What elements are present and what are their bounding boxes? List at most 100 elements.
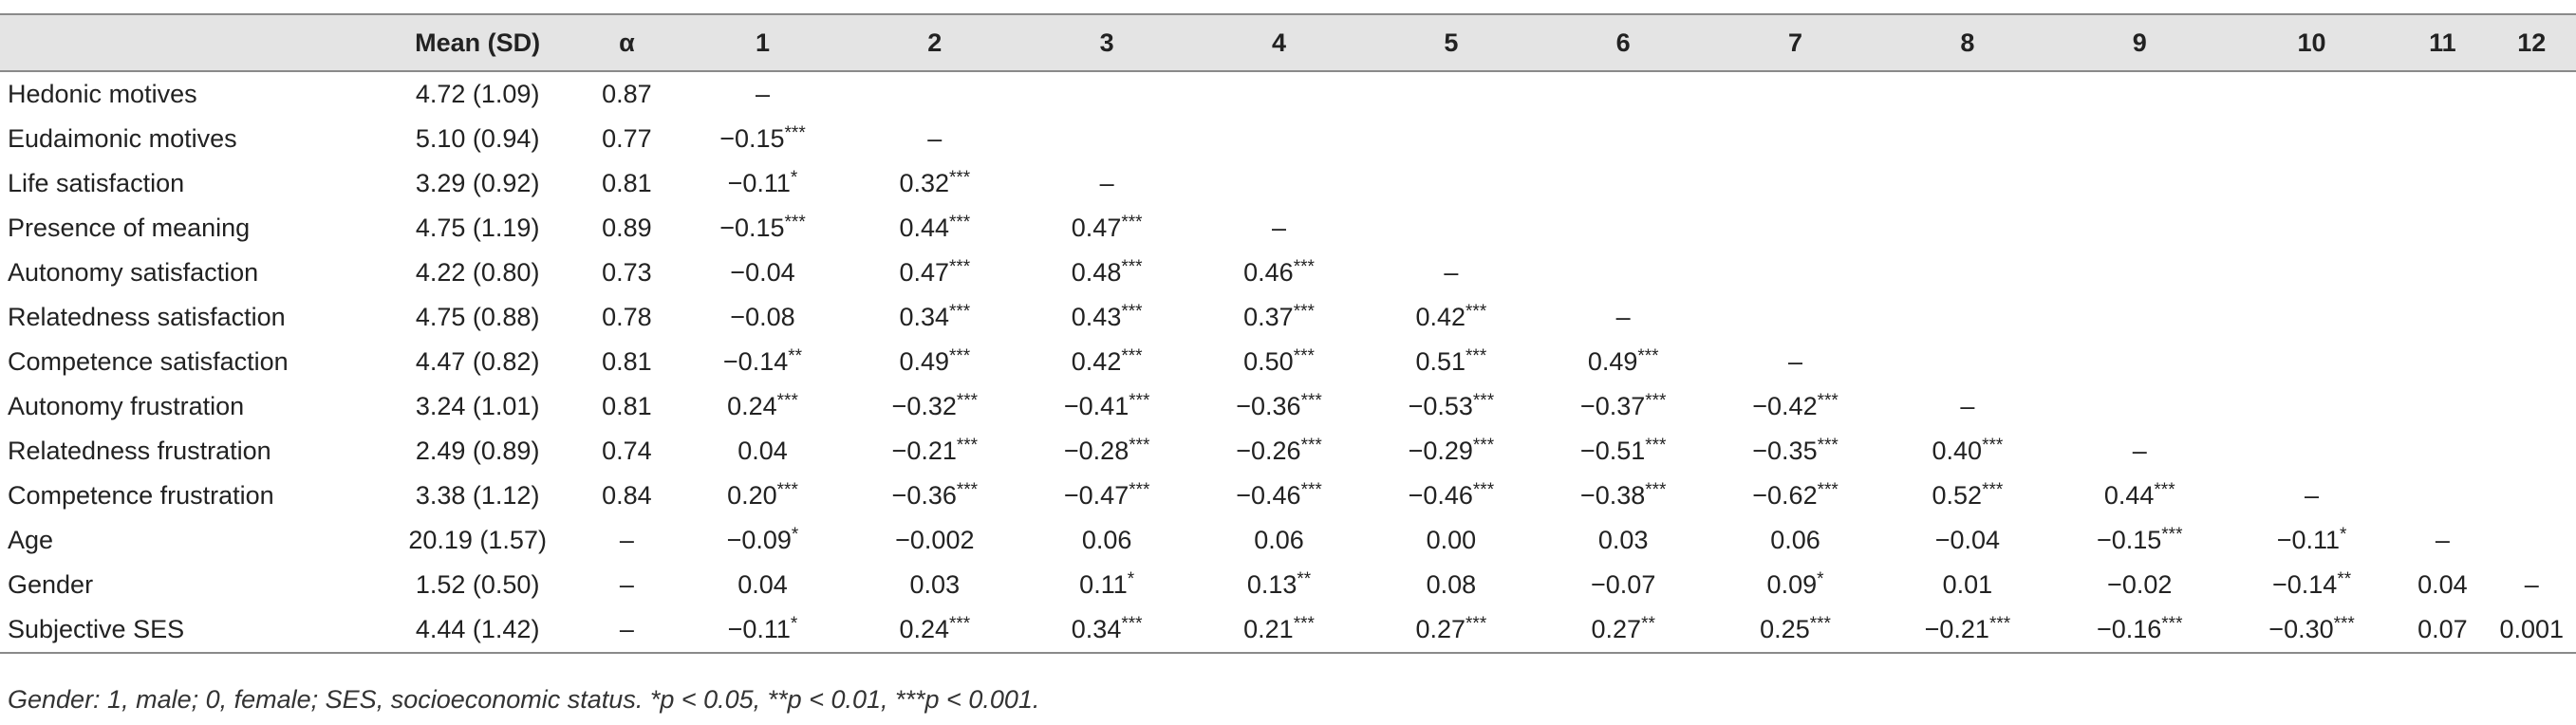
correlation-cell (1881, 161, 2053, 206)
correlation-cell (2488, 429, 2576, 474)
significance-marker: *** (956, 436, 979, 455)
correlation-cell: – (927, 124, 943, 153)
correlation-cell: −0.46*** (1408, 480, 1495, 510)
correlation-cell: – (755, 80, 770, 108)
correlation-cell: 0.27** (1537, 607, 1709, 654)
significance-marker: * (790, 168, 798, 188)
significance-marker: *** (2161, 614, 2183, 634)
correlation-cell (2398, 117, 2487, 161)
correlation-cell: 0.48*** (1071, 257, 1143, 287)
alpha-cell: 0.87 (602, 80, 652, 108)
correlation-cell (1881, 295, 2053, 340)
correlation-cell (1709, 117, 1881, 161)
correlation-cell: −0.002 (895, 526, 975, 554)
correlation-cell (1538, 161, 1709, 206)
alpha-cell: 0.77 (602, 124, 652, 153)
correlation-cell: −0.51*** (1579, 436, 1667, 465)
significance-marker: *** (1645, 480, 1667, 500)
header-col-1: 1 (676, 13, 849, 72)
row-label: Hedonic motives (8, 80, 197, 108)
correlation-cell (2488, 340, 2576, 384)
correlation-cell: 0.43*** (1071, 302, 1143, 331)
correlation-cell: −0.15*** (719, 213, 806, 242)
correlation-cell (1709, 206, 1881, 251)
significance-marker: *** (2333, 614, 2355, 634)
correlation-cell (2488, 117, 2576, 161)
significance-marker: *** (1645, 436, 1667, 455)
significance-marker: *** (1121, 614, 1143, 634)
correlation-cell: – (1788, 347, 1803, 376)
correlation-cell: −0.11* (676, 607, 849, 654)
correlation-cell: 0.34*** (899, 302, 971, 331)
correlation-cell: −0.15*** (2096, 525, 2183, 554)
correlation-cell: 0.27*** (1365, 607, 1538, 654)
correlation-cell (2054, 71, 2226, 117)
mean-sd-cell: 1.52 (0.50) (415, 570, 540, 599)
correlation-cell (2226, 161, 2398, 206)
correlation-cell: −0.47*** (1063, 480, 1150, 510)
table-row: Autonomy satisfaction 4.22 (0.80) 0.73 −0.0… (0, 251, 2576, 295)
correlation-cell: 0.32*** (899, 168, 971, 197)
significance-marker: *** (1988, 614, 2011, 634)
correlation-cell: −0.30*** (2225, 607, 2399, 654)
significance-marker: *** (1472, 436, 1495, 455)
correlation-cell: 0.42*** (1415, 302, 1487, 331)
alpha-cell: 0.74 (602, 437, 652, 465)
correlation-cell (2054, 206, 2226, 251)
correlation-cell: −0.28*** (1063, 436, 1150, 465)
correlation-cell: −0.14** (722, 346, 803, 376)
significance-marker: * (790, 614, 798, 634)
correlation-cell: −0.04 (1934, 526, 2001, 554)
significance-marker: *** (776, 391, 798, 411)
significance-marker: *** (1637, 346, 1659, 366)
correlation-cell (1881, 206, 2053, 251)
header-col-3: 3 (1020, 13, 1193, 72)
row-label: Competence frustration (8, 481, 274, 510)
mean-sd-cell: 4.75 (1.19) (415, 214, 540, 242)
significance-marker: ** (1641, 614, 1655, 634)
row-label: Life satisfaction (8, 169, 185, 197)
significance-marker: *** (956, 391, 979, 411)
correlation-cell: −0.26*** (1236, 436, 1322, 465)
correlation-cell: −0.38*** (1579, 480, 1667, 510)
correlation-cell (1881, 71, 2053, 117)
significance-marker: *** (1300, 391, 1322, 411)
correlation-cell (2488, 251, 2576, 295)
alpha-cell: – (619, 526, 634, 554)
mean-sd-cell: 3.29 (0.92) (415, 169, 540, 197)
correlation-cell (1538, 206, 1709, 251)
correlation-cell (1538, 251, 1709, 295)
header-col-5: 5 (1365, 13, 1538, 72)
significance-marker: *** (1129, 436, 1150, 455)
significance-marker: *** (1293, 302, 1315, 322)
significance-marker: *** (1645, 391, 1667, 411)
table-header-row: Mean (SD) α 1 2 3 4 5 6 7 8 9 10 11 12 (0, 13, 2576, 72)
correlation-cell (2054, 117, 2226, 161)
alpha-cell: – (576, 607, 677, 654)
significance-marker: *** (1300, 436, 1322, 455)
correlation-cell (2398, 161, 2487, 206)
correlation-cell (849, 71, 1020, 117)
correlation-cell (2226, 71, 2398, 117)
significance-marker: *** (1129, 480, 1150, 500)
correlation-cell (2488, 384, 2576, 429)
table-row: Competence frustration 3.38 (1.12) 0.84 0.2… (0, 474, 2576, 518)
correlation-cell: 0.24*** (727, 391, 798, 420)
row-label: Relatedness satisfaction (8, 303, 286, 331)
correlation-cell (1020, 117, 1192, 161)
significance-marker: *** (1121, 257, 1143, 277)
correlation-cell: −0.21*** (891, 436, 979, 465)
correlation-cell (1881, 117, 2053, 161)
table-row: Life satisfaction 3.29 (0.92) 0.81 −0.11* 0.… (0, 161, 2576, 206)
correlation-cell: 0.03 (909, 570, 961, 599)
header-variable (0, 13, 379, 72)
correlation-cell: 0.06 (1254, 526, 1304, 554)
correlation-cell: 0.06 (1770, 526, 1820, 554)
significance-marker: *** (949, 257, 971, 277)
row-label: Relatedness frustration (8, 437, 271, 465)
correlation-cell: – (2524, 570, 2539, 599)
table-row: Competence satisfaction 4.47 (0.82) 0.81 −0… (0, 340, 2576, 384)
significance-marker: *** (1472, 480, 1495, 500)
correlation-cell: −0.21*** (1881, 607, 2054, 654)
correlation-cell (2398, 251, 2487, 295)
